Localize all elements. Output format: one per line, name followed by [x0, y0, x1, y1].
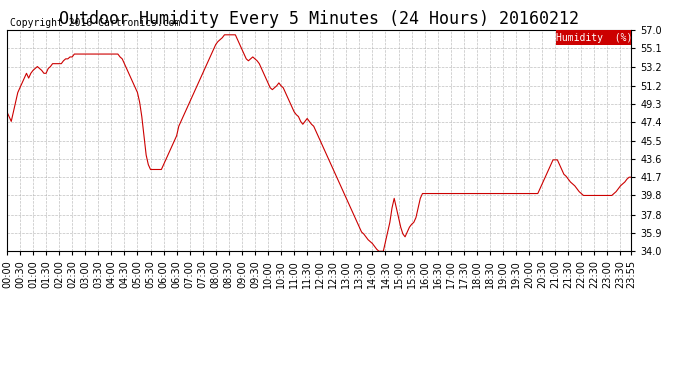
Text: Copyright 2016 Cartronics.com: Copyright 2016 Cartronics.com: [10, 18, 180, 28]
Title: Outdoor Humidity Every 5 Minutes (24 Hours) 20160212: Outdoor Humidity Every 5 Minutes (24 Hou…: [59, 10, 579, 28]
